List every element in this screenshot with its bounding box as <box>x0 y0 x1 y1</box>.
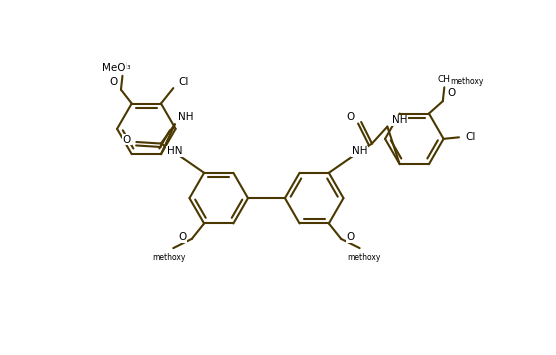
Text: methoxy: methoxy <box>348 253 381 262</box>
Text: methoxy: methoxy <box>152 253 185 262</box>
Text: O: O <box>347 113 355 122</box>
Text: HN: HN <box>167 146 182 156</box>
Text: Cl: Cl <box>465 132 475 142</box>
Text: O: O <box>178 232 186 242</box>
Text: NH: NH <box>178 111 193 122</box>
Text: O: O <box>110 77 118 87</box>
Text: NH: NH <box>392 115 408 125</box>
Text: O: O <box>123 135 131 145</box>
Text: Cl: Cl <box>178 77 188 87</box>
Text: NH: NH <box>352 146 368 156</box>
Text: CH₃: CH₃ <box>438 75 454 84</box>
Text: O: O <box>448 88 456 98</box>
Text: MeO: MeO <box>102 63 126 73</box>
Text: O: O <box>346 232 355 242</box>
Text: CH₃: CH₃ <box>114 62 131 71</box>
Text: methoxy: methoxy <box>450 77 484 86</box>
